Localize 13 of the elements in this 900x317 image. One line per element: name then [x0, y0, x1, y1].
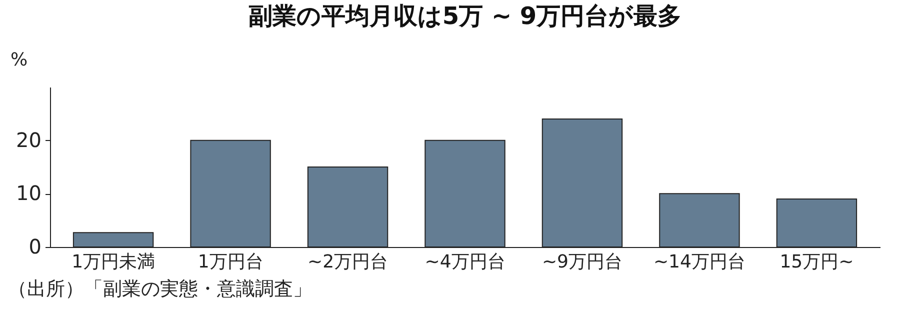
- x-tick-label: ~9万円台: [542, 252, 623, 272]
- y-tick-label: 20: [16, 128, 42, 152]
- x-tick-label: ~4万円台: [424, 252, 506, 272]
- y-axis-title: %: [10, 50, 28, 70]
- x-tick-label: ~14万円台: [653, 252, 746, 272]
- y-tick-label: 0: [28, 234, 42, 258]
- x-tick-label: 15万円~: [780, 252, 854, 272]
- x-tick-label: 1万円台: [198, 252, 264, 272]
- x-tick-label: 1万円未満: [72, 252, 156, 272]
- x-tick-label: ~2万円台: [307, 252, 388, 272]
- chart-title: 副業の平均月収は5万 ~ 9万円台が最多: [248, 2, 682, 30]
- text: （出所）「副業の実態・意識調査」: [8, 277, 312, 302]
- y-tick-label: 10: [16, 181, 42, 206]
